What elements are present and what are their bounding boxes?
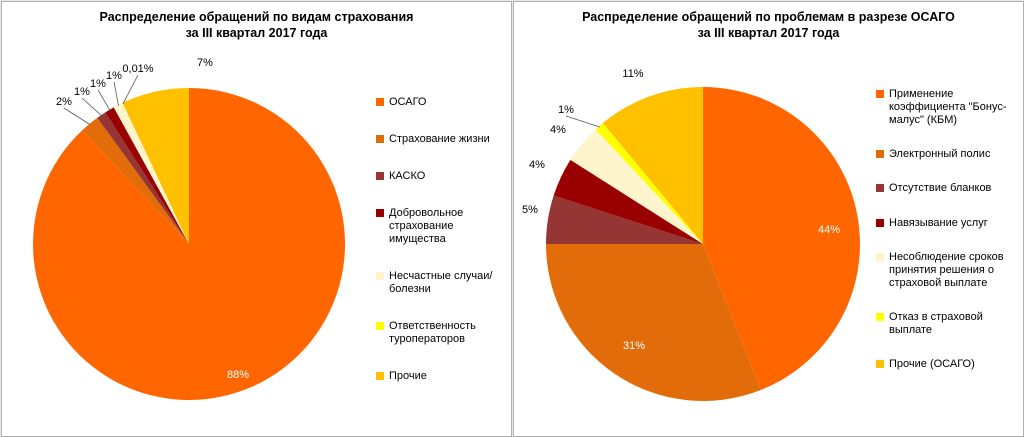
legend: ОСАГО Страхование жизни КАСКО Добровольное … [376,96,510,383]
legend-label: Страхование жизни [389,133,490,146]
chart-title: Распределение обращений по видам страхов… [2,9,511,42]
chart-title-line1: Распределение обращений по видам страхов… [99,10,414,24]
legend-swatch [376,321,384,330]
legend-label: Навязывание услуг [889,216,988,229]
pie-slice [570,129,703,244]
legend-item: Прочие [376,370,510,383]
pie-label: 4% [529,159,545,171]
chart-title-line1: Распределение обращений по проблемам в р… [582,10,955,24]
pie-label: 1% [74,86,90,98]
pie-label: 44% [818,224,840,236]
legend-item: Несчастные случаи/болезни [376,270,510,296]
legend-label: Ответственность туроператоров [389,319,476,345]
legend-item: Прочие (ОСАГО) [876,358,1023,371]
pie-slice [553,159,703,244]
chart-title-line2: за III квартал 2017 года [185,26,328,41]
legend-swatch [876,218,884,227]
pie-chart-insurance-types: 88%2%1%1%1%0,01% 7% [33,57,346,400]
legend-item: Несоблюдение сроков принятия решения о с… [876,251,1023,290]
legend-swatch [876,312,884,321]
legend-item: ОСАГО [376,96,510,109]
legend-label: Отказ в страховой выплате [889,310,983,336]
legend-item: Ответственность туроператоров [376,320,510,346]
legend-swatch [876,90,884,98]
legend-swatch [376,371,384,380]
legend-swatch [376,172,384,181]
pie-slice [595,123,703,244]
legend-label: Прочие (ОСАГО) [889,357,975,370]
legend-swatch [876,184,884,193]
pie-slice [546,244,761,401]
pie-label: 31% [623,340,645,352]
pie-label: 1% [106,70,122,82]
pie-label: 0,01% [122,63,153,75]
label-connector [122,74,139,104]
legend-item: КАСКО [376,170,510,183]
legend: Применение коэффициента "Бонус-малус" (К… [876,88,1023,371]
legend-item: Применение коэффициента "Бонус-малус" (К… [876,88,1023,127]
pie-label: 88% [227,369,249,381]
legend-label: Прочие [389,369,427,382]
chart-panel-osago-problems: 44% 31% 5% 4% 4% 1% 11% Распределение обращени… [513,1,1024,437]
pie-slice [122,88,189,244]
legend-label: КАСКО [389,170,426,183]
chart-title: Распределение обращений по проблемам в р… [514,9,1023,42]
legend-swatch [376,98,384,106]
legend-item: Страхование жизни [376,133,510,146]
pie-slice [703,87,860,390]
pie-label: 7% [197,57,213,69]
chart-title-line2: за III квартал 2017 года [697,26,840,41]
label-connector [81,97,103,117]
legend-swatch [376,272,384,280]
label-connector [97,89,111,111]
label-connector [63,107,91,125]
chart-panel-insurance-types: 88% 2% 1% 1% 1% 0,01% 7% Распределение обращен… [1,1,512,437]
legend-item: Отсутствие бланков [876,182,1023,195]
pie-slice [33,88,346,400]
legend-label: Применение коэффициента "Бонус-малус" (К… [889,88,1007,126]
pie-slice [122,102,189,244]
pie-label: 5% [522,204,538,216]
legend-item: Добровольное страхование имущества [376,207,510,246]
legend-label: Добровольное страхование имущества [389,207,464,245]
pie-label: 2% [56,96,72,108]
legend-swatch [376,209,384,218]
legend-swatch [876,150,884,159]
legend-label: Электронный полис [889,148,991,161]
pie-label: 11% [622,68,643,80]
label-connector [565,115,600,128]
pie-slice [113,102,189,244]
legend-item: Навязывание услуг [876,217,1023,230]
legend-item: Электронный полис [876,148,1023,161]
legend-swatch [376,135,384,144]
legend-item: Отказ в страховой выплате [876,311,1023,337]
pie-slice [97,112,189,244]
pie-slice [546,195,703,244]
pie-chart-osago-problems: 44% 31% 5% 4% 4% 1% 11% [522,68,860,401]
legend-label: Несоблюдение сроков принятия решения о с… [889,250,1004,289]
legend-label: Несчастные случаи/болезни [389,270,493,295]
legend-swatch [876,252,884,261]
pie-label: 1% [558,104,574,116]
pie-label: 4% [550,124,566,136]
pie-label: 1% [90,78,106,90]
legend-label: ОСАГО [389,96,427,108]
pie-slice [602,87,703,244]
legend-label: Отсутствие бланков [889,182,992,195]
legend-swatch [876,359,884,368]
label-connector [113,81,119,106]
pie-slice [105,107,189,244]
pie-slice [82,117,189,244]
